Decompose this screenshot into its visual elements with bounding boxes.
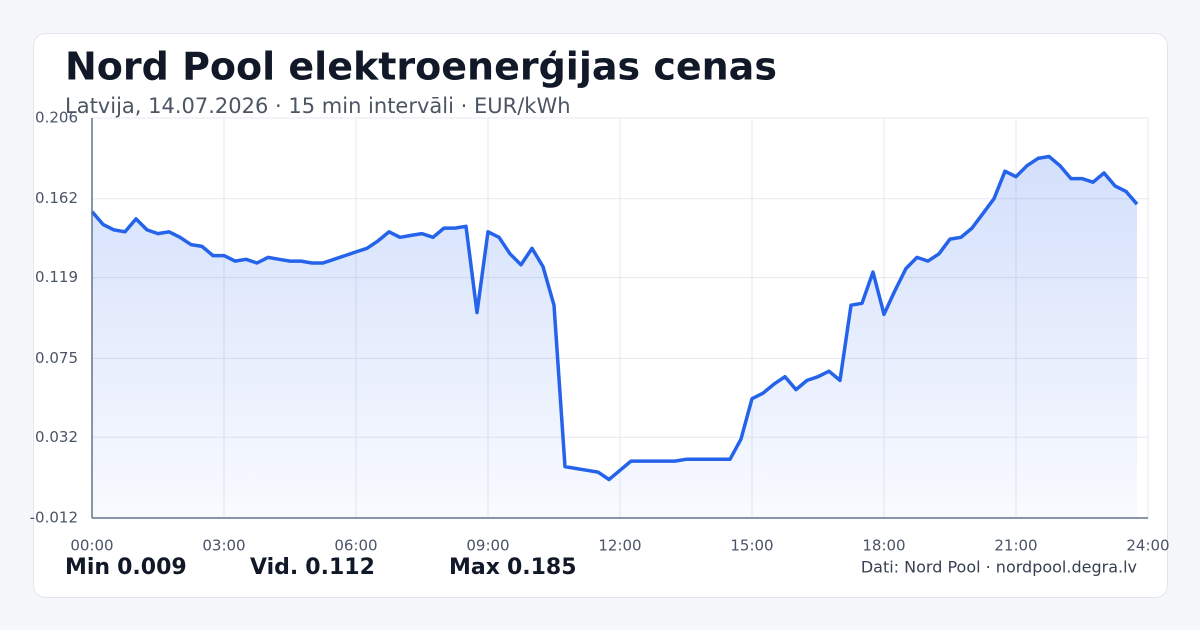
y-tick-label: -0.012 [30,509,78,527]
stat-min: Min 0.009 [65,555,187,580]
area [92,156,1137,518]
y-tick-label: 0.119 [35,268,78,286]
line [90,154,1139,482]
x-tick-label: 15:00 [730,537,773,555]
plot: -0.012 0.032 0.075 0.119 0.162 0.206 00:00 03:0… [30,109,1170,555]
x-tick-label: 21:00 [994,537,1037,555]
x-tick-label: 18:00 [862,537,905,555]
y-tick-label: 0.206 [35,109,78,127]
chart-title: Nord Pool elektroenerģijas cenas [65,45,777,89]
stat-value: 0.185 [507,555,577,580]
x-tick-label: 09:00 [466,537,509,555]
source: Dati: Nord Pool · nordpool.degra.lv [861,558,1137,577]
y-tick-label: 0.162 [35,189,78,207]
x-tick-label: 03:00 [202,537,245,555]
stat-label: Min [65,555,110,580]
x-tick-label: 00:00 [70,537,113,555]
x-tick-label: 06:00 [334,537,377,555]
chart-subtitle: Latvija, 14.07.2026 · 15 min intervāli ·… [65,94,571,118]
stat-avg: Vid. 0.112 [250,555,375,580]
stat-max: Max 0.185 [449,555,577,580]
y-tick-label: 0.075 [35,349,78,367]
stat-value: 0.112 [305,555,375,580]
x-tick-label: 12:00 [598,537,641,555]
x-tick-label: 24:00 [1126,537,1169,555]
stat-label: Max [449,555,500,580]
y-tick-label: 0.032 [35,428,78,446]
stat-value: 0.009 [117,555,187,580]
stat-label: Vid. [250,555,298,580]
